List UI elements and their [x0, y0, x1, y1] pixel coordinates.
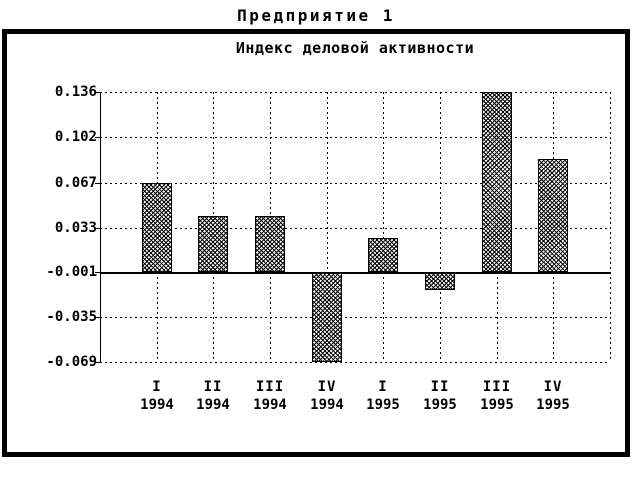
x-axis-label-quarter: II	[430, 379, 450, 395]
x-axis-label-quarter: III	[482, 379, 512, 395]
bar-IV-1994	[312, 272, 342, 362]
x-axis-label-year: 1995	[366, 397, 400, 413]
h-gridline	[100, 228, 610, 229]
zero-baseline-line	[100, 272, 610, 274]
bar-I-1995	[368, 238, 398, 272]
x-axis-label-year: 1994	[196, 397, 230, 413]
bar-III-1994	[255, 216, 285, 272]
y-axis-tick-label: -0.035	[46, 309, 97, 325]
y-tick-mark	[95, 183, 100, 184]
x-axis-label-year: 1995	[423, 397, 457, 413]
y-tick-mark	[95, 228, 100, 229]
y-axis-line	[100, 92, 101, 362]
chart-title: Индекс деловой активности	[235, 39, 475, 57]
chart-window-frame	[2, 29, 630, 457]
v-gridline	[440, 92, 441, 362]
y-axis-tick-label: -0.069	[46, 354, 97, 370]
x-axis-label-quarter: IV	[543, 379, 563, 395]
y-axis-tick-label: 0.136	[54, 84, 97, 100]
x-axis-label-year: 1994	[253, 397, 287, 413]
x-axis-label-quarter: I	[378, 379, 388, 395]
x-axis-label-year: 1995	[480, 397, 514, 413]
y-tick-mark	[95, 317, 100, 318]
bar-III-1995	[482, 92, 512, 272]
h-gridline	[100, 317, 610, 318]
y-tick-mark	[95, 92, 100, 93]
y-axis-tick-label: -0.001	[46, 264, 97, 280]
x-axis-label-quarter: I	[152, 379, 162, 395]
h-gridline	[100, 92, 610, 93]
bar-II-1994	[198, 216, 228, 272]
bar-II-1995	[425, 272, 455, 290]
y-axis-tick-label: 0.033	[54, 220, 97, 236]
h-gridline	[100, 362, 610, 363]
h-gridline	[100, 183, 610, 184]
bar-I-1994	[142, 183, 172, 272]
window-title: Предприятие 1	[237, 6, 395, 25]
y-tick-mark	[95, 362, 100, 363]
x-axis-label-year: 1994	[140, 397, 174, 413]
v-gridline	[383, 92, 384, 362]
x-axis-label-quarter: III	[255, 379, 285, 395]
bar-IV-1995	[538, 159, 568, 272]
x-axis-label-quarter: II	[203, 379, 223, 395]
x-axis-label-year: 1995	[536, 397, 570, 413]
h-gridline	[100, 137, 610, 138]
y-tick-mark	[95, 137, 100, 138]
y-tick-mark	[95, 272, 100, 273]
x-axis-label-year: 1994	[310, 397, 344, 413]
y-axis-tick-label: 0.102	[54, 129, 97, 145]
v-gridline	[610, 92, 611, 362]
y-axis-tick-label: 0.067	[54, 175, 97, 191]
x-axis-label-quarter: IV	[317, 379, 337, 395]
v-gridline	[327, 92, 328, 362]
